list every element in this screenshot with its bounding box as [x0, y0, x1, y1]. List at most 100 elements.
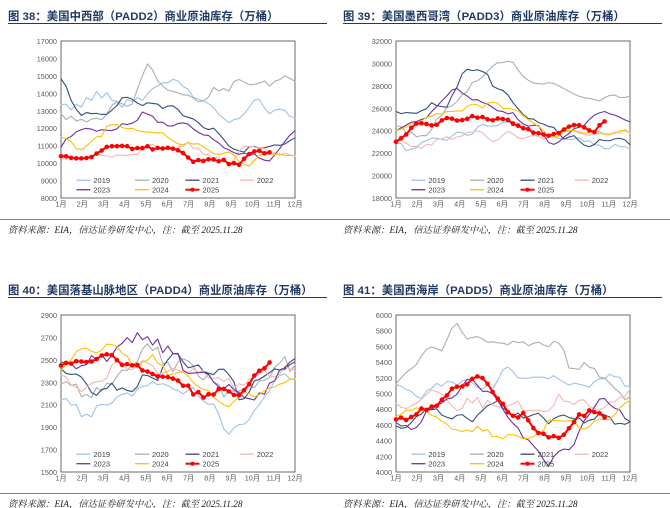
svg-text:2025: 2025: [538, 185, 555, 194]
svg-text:11月: 11月: [601, 473, 616, 482]
svg-text:9月: 9月: [226, 199, 237, 208]
svg-text:8月: 8月: [204, 199, 215, 208]
svg-text:8月: 8月: [539, 199, 550, 208]
svg-text:10000: 10000: [37, 159, 57, 168]
svg-text:15000: 15000: [37, 72, 57, 81]
svg-text:2022: 2022: [592, 176, 609, 185]
svg-text:1月: 1月: [55, 473, 66, 482]
svg-text:4月: 4月: [119, 473, 130, 482]
svg-text:1月: 1月: [55, 199, 66, 208]
svg-text:2023: 2023: [93, 459, 110, 468]
svg-text:2300: 2300: [41, 378, 57, 387]
svg-text:5800: 5800: [376, 327, 392, 336]
svg-text:28000: 28000: [372, 82, 392, 91]
svg-text:4月: 4月: [454, 473, 465, 482]
svg-text:4月: 4月: [454, 199, 465, 208]
svg-text:9月: 9月: [561, 473, 572, 482]
svg-text:2021: 2021: [538, 450, 555, 459]
svg-text:32000: 32000: [372, 37, 392, 46]
svg-text:22000: 22000: [372, 149, 392, 158]
svg-text:5600: 5600: [376, 342, 392, 351]
svg-text:12月: 12月: [622, 473, 637, 482]
svg-text:6月: 6月: [497, 199, 508, 208]
svg-text:1700: 1700: [41, 446, 57, 455]
svg-text:4200: 4200: [376, 452, 392, 461]
svg-text:8月: 8月: [204, 473, 215, 482]
svg-text:2021: 2021: [203, 176, 220, 185]
svg-text:7月: 7月: [183, 473, 194, 482]
svg-text:4600: 4600: [376, 421, 392, 430]
svg-text:24000: 24000: [372, 127, 392, 136]
svg-text:14000: 14000: [37, 89, 57, 98]
svg-text:9000: 9000: [41, 177, 57, 186]
svg-text:11月: 11月: [266, 199, 281, 208]
svg-text:2020: 2020: [152, 176, 169, 185]
svg-text:10月: 10月: [245, 473, 260, 482]
svg-text:6月: 6月: [497, 473, 508, 482]
svg-text:2020: 2020: [152, 450, 169, 459]
svg-text:2025: 2025: [538, 459, 555, 468]
svg-text:2019: 2019: [93, 176, 110, 185]
svg-text:2022: 2022: [257, 176, 274, 185]
svg-text:2021: 2021: [203, 450, 220, 459]
svg-text:2月: 2月: [77, 473, 88, 482]
svg-text:2024: 2024: [152, 459, 169, 468]
svg-text:2025: 2025: [203, 459, 220, 468]
svg-text:2月: 2月: [412, 199, 423, 208]
svg-text:12月: 12月: [287, 199, 302, 208]
svg-text:2022: 2022: [592, 450, 609, 459]
svg-text:3月: 3月: [433, 473, 444, 482]
svg-text:10月: 10月: [245, 199, 260, 208]
svg-text:1900: 1900: [41, 423, 57, 432]
svg-text:2019: 2019: [93, 450, 110, 459]
svg-text:2022: 2022: [257, 450, 274, 459]
svg-text:2月: 2月: [77, 199, 88, 208]
svg-text:5月: 5月: [140, 473, 151, 482]
svg-text:3月: 3月: [98, 473, 109, 482]
svg-text:1月: 1月: [390, 473, 401, 482]
svg-text:4月: 4月: [119, 199, 130, 208]
svg-text:12月: 12月: [287, 473, 302, 482]
svg-text:8月: 8月: [539, 473, 550, 482]
svg-text:13000: 13000: [37, 107, 57, 116]
svg-text:2020: 2020: [487, 450, 504, 459]
svg-text:2025: 2025: [203, 185, 220, 194]
svg-text:11000: 11000: [37, 142, 57, 151]
svg-text:2023: 2023: [93, 185, 110, 194]
svg-text:2100: 2100: [41, 401, 57, 410]
svg-text:11月: 11月: [266, 473, 281, 482]
svg-text:2023: 2023: [428, 185, 445, 194]
svg-text:17000: 17000: [37, 37, 57, 46]
svg-text:11月: 11月: [601, 199, 616, 208]
svg-text:2月: 2月: [412, 473, 423, 482]
svg-text:5月: 5月: [140, 199, 151, 208]
svg-text:2024: 2024: [487, 185, 504, 194]
svg-text:2500: 2500: [41, 356, 57, 365]
svg-text:2024: 2024: [487, 459, 504, 468]
svg-text:12月: 12月: [622, 199, 637, 208]
svg-text:5400: 5400: [376, 358, 392, 367]
svg-text:3月: 3月: [98, 199, 109, 208]
svg-text:26000: 26000: [372, 104, 392, 113]
svg-text:12000: 12000: [37, 124, 57, 133]
svg-text:2019: 2019: [428, 450, 445, 459]
svg-text:5000: 5000: [376, 390, 392, 399]
svg-text:7月: 7月: [183, 199, 194, 208]
svg-text:4400: 4400: [376, 437, 392, 446]
svg-text:20000: 20000: [372, 172, 392, 181]
svg-text:2019: 2019: [428, 176, 445, 185]
svg-text:2900: 2900: [41, 311, 57, 320]
svg-text:2700: 2700: [41, 333, 57, 342]
svg-text:2021: 2021: [538, 176, 555, 185]
svg-text:6月: 6月: [162, 199, 173, 208]
svg-text:9月: 9月: [561, 199, 572, 208]
svg-text:5月: 5月: [475, 199, 486, 208]
svg-text:2020: 2020: [487, 176, 504, 185]
svg-text:3月: 3月: [433, 199, 444, 208]
svg-text:6000: 6000: [376, 311, 392, 320]
svg-text:5月: 5月: [475, 473, 486, 482]
svg-text:30000: 30000: [372, 59, 392, 68]
svg-text:16000: 16000: [37, 54, 57, 63]
svg-text:4800: 4800: [376, 405, 392, 414]
svg-text:2023: 2023: [428, 459, 445, 468]
